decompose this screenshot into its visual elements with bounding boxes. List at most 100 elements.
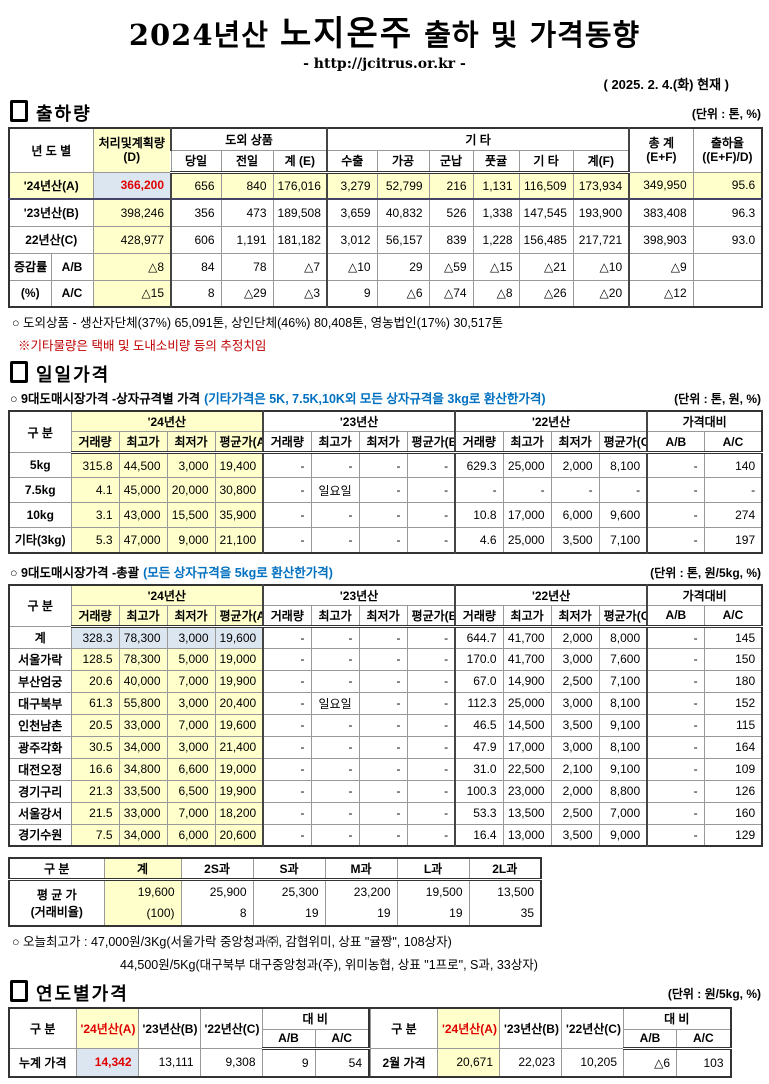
col-total-line2: (E+F) — [646, 150, 677, 165]
col-avg-a: 평균가(A) — [214, 431, 264, 454]
table-cell: 34,000 — [118, 735, 168, 759]
table-cell: 3,000 — [550, 691, 600, 715]
table-cell: 8,100 — [598, 452, 648, 478]
table-cell: 9,308 — [199, 1047, 263, 1078]
table-cell: 55,800 — [118, 691, 168, 715]
table-cell: 3,000 — [166, 691, 216, 715]
table-cell: - — [502, 477, 552, 503]
table-cell: 176,016 — [272, 171, 328, 200]
table-cell: 473 — [220, 198, 274, 227]
table-cell: - — [406, 669, 456, 693]
col-year: 년 도 별 — [8, 127, 94, 173]
table-cell: △7 — [272, 252, 328, 281]
today-high-note2: 44,500원/5Kg(대구북부 대구중앙청과(주), 위미농협, 상표 "1프… — [120, 958, 538, 972]
shipment-section-heading: 출하량 (단위 : 톤, %) — [8, 100, 761, 123]
table-cell: 3.1 — [70, 502, 120, 528]
daily-section-heading: 일일가격 — [8, 361, 761, 384]
table-cell: 8,100 — [598, 691, 648, 715]
col-vol: 거래량 — [70, 431, 120, 454]
row-label: 증감률 — [8, 252, 52, 281]
table-row: 2월 가격 20,671 22,023 10,205 △6 103 — [370, 1047, 732, 1078]
table-cell: 33,500 — [118, 779, 168, 803]
table-cell: 115 — [703, 713, 763, 737]
table-cell: 일요일 — [310, 691, 360, 715]
table-cell: 25,000 — [502, 452, 552, 478]
col-military: 군납 — [428, 149, 474, 174]
col-ac: A/C — [703, 604, 763, 628]
table-cell: 147,545 — [518, 198, 574, 227]
row-label: 경기수원 — [8, 823, 72, 847]
table-cell: 47,000 — [118, 527, 168, 553]
table-cell: 217,721 — [572, 225, 630, 254]
table-row: 평 균 가 (거래비율) 19,600 (100) 25,900 8 25,300 1… — [8, 879, 542, 927]
table-cell: - — [703, 477, 763, 503]
col-high: 최고가 — [502, 431, 552, 454]
col-green: 풋귤 — [472, 149, 520, 174]
table-cell: 189,508 — [272, 198, 328, 227]
table-cell: 3,659 — [326, 198, 378, 227]
table-row: 증감률 A/B △8 84 78 △7 △10 29 △59 △15 △21 △10 △9 — [8, 252, 763, 281]
table-cell: 398,903 — [628, 225, 694, 254]
col-high: 최고가 — [502, 604, 552, 628]
table-cell: 3,500 — [550, 713, 600, 737]
table-cell: 9,000 — [166, 527, 216, 553]
col-gubun: 구 분 — [8, 857, 105, 881]
table-cell: 14,900 — [502, 669, 552, 693]
table-cell: 9 — [326, 279, 378, 308]
table-cell: - — [358, 502, 408, 528]
col-etc-group: 기 타 — [326, 127, 630, 151]
table-cell: 112.3 — [454, 691, 504, 715]
title-emphasis: 노지온주 — [280, 14, 414, 54]
col-low: 최저가 — [550, 604, 600, 628]
col-plan-line1: 처리및계획량 — [98, 135, 165, 150]
col-ratio-group: 대 비 — [623, 1007, 732, 1030]
table-cell: - — [358, 669, 408, 693]
table-cell: 170.0 — [454, 647, 504, 671]
col-low: 최저가 — [358, 604, 408, 628]
table-cell: 8,800 — [598, 779, 648, 803]
table-cell: 274 — [703, 502, 763, 528]
table-cell: - — [262, 625, 312, 649]
table-cell: - — [262, 669, 312, 693]
table-cell: 356 — [170, 198, 222, 227]
table-cell: - — [646, 823, 705, 847]
daily-sub2-text: ○ 9대도매시장가격 -총괄 — [10, 565, 140, 580]
table-cell: - — [646, 527, 705, 553]
shipment-unit-label: (단위 : 톤, %) — [691, 107, 761, 121]
table-cell: - — [358, 527, 408, 553]
table-cell: 20,671 — [437, 1047, 501, 1078]
table-cell: 46.5 — [454, 713, 504, 737]
col-gubun: 구 분 — [8, 584, 72, 627]
today-high-note: ○ 오늘최고가 : 47,000원/3Kg(서울가락 중앙청과㈜, 감협위미, … — [12, 935, 452, 949]
col-group-y24: '24년산 — [70, 584, 264, 606]
row-label: 2월 가격 — [370, 1047, 439, 1078]
table-cell: 7,000 — [166, 669, 216, 693]
table-row: 5kg 315.8 44,500 3,000 19,400- - - -629.3 25,000… — [8, 452, 763, 478]
table-cell: 5.3 — [70, 527, 120, 553]
table-cell: △15 — [472, 252, 520, 281]
table-cell: 9,100 — [598, 757, 648, 781]
table-cell: 41,700 — [502, 647, 552, 671]
row-label: 10kg — [8, 502, 72, 528]
table-cell: 7,000 — [166, 713, 216, 737]
col-vol: 거래량 — [454, 604, 504, 628]
table-cell: - — [646, 713, 705, 737]
table-cell: 34,000 — [118, 823, 168, 847]
table-cell: 19,000 — [214, 757, 264, 781]
table-cell: 78 — [220, 252, 274, 281]
table-cell: 44,500 — [118, 452, 168, 478]
table-cell: 18,200 — [214, 801, 264, 825]
table-cell: △59 — [428, 252, 474, 281]
title-prefix: 2024년산 — [128, 18, 269, 52]
table-cell: - — [358, 452, 408, 478]
row-label: 대구북부 — [8, 691, 72, 715]
table-cell: - — [262, 823, 312, 847]
table-cell: 20.6 — [70, 669, 120, 693]
table-cell: 2,000 — [550, 625, 600, 649]
col-day: 당일 — [170, 149, 222, 174]
table-cell: 53.3 — [454, 801, 504, 825]
table-row: (%) A/C △15 8 △29 △3 9 △6 △74 △8 △26 △20 △12 — [8, 279, 763, 308]
table-cell: 383,408 — [628, 198, 694, 227]
table-row: 광주각화 30.5 34,000 3,000 21,400- - - -47.9 17,000 3… — [8, 735, 763, 759]
table-row: 서울가락 128.5 78,300 5,000 19,000- - - -170.0 41,70… — [8, 647, 763, 671]
